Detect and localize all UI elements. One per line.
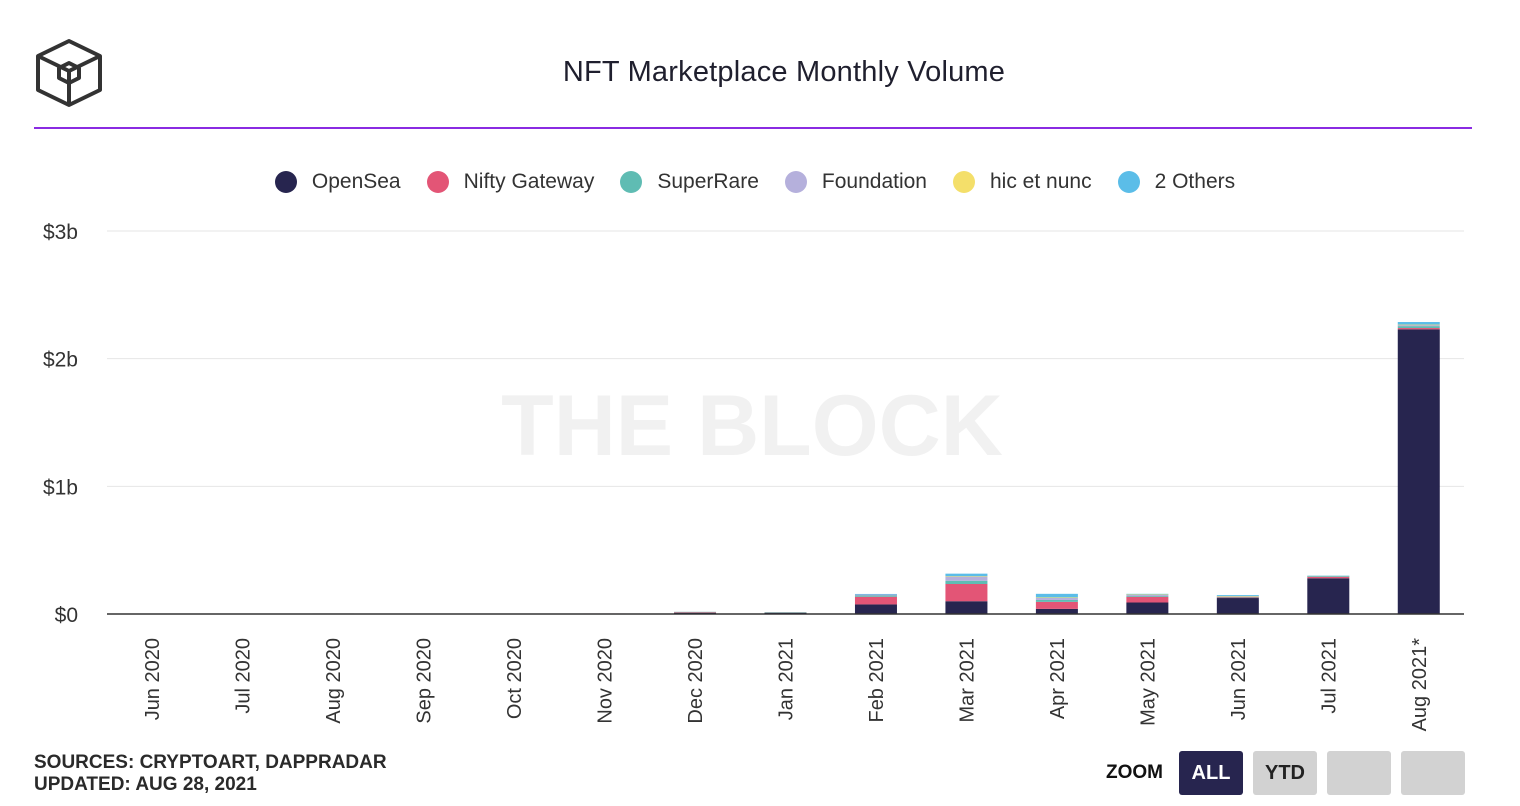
y-tick-label: $0 — [55, 604, 78, 627]
bar-segment — [1035, 597, 1078, 600]
bar-segment — [1216, 598, 1259, 614]
x-tick-label: Jun 2020 — [142, 638, 164, 720]
bar-segment — [854, 594, 897, 596]
x-tick-label: Aug 2020 — [323, 638, 345, 724]
bar-segment — [1307, 576, 1350, 579]
zoom-all-button[interactable]: ALL — [1179, 751, 1243, 795]
bar-segment — [1035, 608, 1078, 614]
chart-legend: OpenSea Nifty Gateway SuperRare Foundation h… — [0, 170, 1510, 194]
sources-text: SOURCES: CRYPTOART, DAPPRADAR — [34, 752, 387, 773]
legend-item[interactable]: Nifty Gateway — [426, 170, 595, 194]
y-tick-label: $2b — [43, 349, 78, 372]
legend-swatch — [426, 171, 449, 193]
bar-segment — [1216, 597, 1259, 599]
legend-label: Foundation — [821, 170, 927, 193]
legend-label: hic et nunc — [990, 170, 1092, 193]
header-divider — [34, 127, 1472, 129]
bar-segment — [1216, 595, 1259, 597]
bar-segment — [1216, 596, 1259, 597]
y-tick-label: $3b — [43, 221, 78, 244]
bar-segment — [945, 583, 988, 602]
x-tick-label: Oct 2020 — [504, 638, 526, 719]
legend-label: Nifty Gateway — [463, 170, 595, 193]
bar-segment — [1307, 578, 1350, 614]
x-tick-label: Aug 2021* — [1409, 638, 1431, 732]
zoom-button-3[interactable] — [1327, 751, 1391, 795]
bar-segment — [1126, 602, 1169, 614]
legend-swatch — [953, 171, 975, 193]
bar-segment — [1397, 324, 1440, 326]
legend-item[interactable]: 2 Others — [1117, 170, 1236, 194]
bar-segment — [1126, 596, 1169, 603]
x-tick-label: Mar 2021 — [956, 638, 978, 723]
legend-swatch — [274, 171, 297, 193]
bar-segment — [1126, 593, 1169, 595]
x-tick-label: May 2021 — [1137, 638, 1159, 726]
bar-segment — [1035, 599, 1078, 602]
legend-label: SuperRare — [657, 170, 759, 193]
x-tick-label: Sep 2020 — [414, 638, 436, 724]
bar-segment — [1126, 594, 1169, 595]
bar-segment — [1035, 593, 1078, 598]
bar-segment — [764, 612, 807, 613]
bar-segment — [1035, 601, 1078, 609]
legend-label: 2 Others — [1154, 170, 1236, 193]
x-tick-label: Apr 2021 — [1047, 638, 1069, 719]
bar-segment — [1397, 328, 1440, 330]
the-block-logo-icon — [36, 39, 102, 107]
bar-segment — [1126, 594, 1169, 596]
bar-segment — [854, 596, 897, 605]
x-tick-label: Feb 2021 — [866, 638, 888, 723]
legend-swatch — [784, 171, 807, 193]
x-tick-label: Jul 2020 — [233, 638, 255, 714]
bar-segment — [945, 573, 988, 577]
bar-segment — [854, 604, 897, 614]
zoom-button-4[interactable] — [1401, 751, 1465, 795]
zoom-label: ZOOM — [1106, 762, 1163, 783]
legend-item[interactable]: SuperRare — [620, 170, 759, 194]
legend-label: OpenSea — [311, 170, 401, 193]
bar-segment — [1397, 324, 1440, 327]
legend-item[interactable]: OpenSea — [274, 170, 401, 194]
bar-segment — [1216, 596, 1259, 598]
bar-segment — [854, 595, 897, 597]
x-tick-label: Dec 2020 — [685, 638, 707, 724]
bar-segment — [1397, 329, 1440, 614]
legend-swatch — [620, 171, 643, 193]
updated-text: UPDATED: AUG 28, 2021 — [34, 774, 257, 795]
bar-segment — [674, 611, 717, 613]
chart-title: NFT Marketplace Monthly Volume — [562, 56, 1006, 88]
bar-segment — [854, 593, 897, 595]
x-tick-label: Jul 2021 — [1318, 638, 1340, 714]
zoom-ytd-button[interactable]: YTD — [1253, 751, 1317, 795]
bar-segment — [1397, 326, 1440, 329]
legend-item[interactable]: Foundation — [784, 170, 927, 194]
bar-segment — [945, 576, 988, 577]
x-tick-label: Jan 2021 — [776, 638, 798, 720]
bar-segment — [945, 580, 988, 584]
bar-segment — [945, 601, 988, 614]
x-tick-label: Nov 2020 — [595, 638, 617, 724]
bar-segment — [674, 611, 717, 613]
bar-segment — [1397, 322, 1440, 325]
legend-swatch — [1117, 171, 1140, 193]
bar-segment — [1307, 575, 1350, 577]
bar-segment — [1307, 576, 1350, 577]
x-tick-label: Jun 2021 — [1228, 638, 1250, 720]
watermark-text: THE BLOCK — [501, 378, 1003, 474]
chart-footer: SOURCES: CRYPTOART, DAPPRADAR UPDATED: A… — [34, 752, 387, 796]
bar-segment — [1035, 597, 1078, 599]
bar-segment — [945, 576, 988, 581]
zoom-controls: ZOOM ALL YTD — [1106, 751, 1465, 795]
legend-item[interactable]: hic et nunc — [953, 170, 1092, 194]
y-tick-label: $1b — [43, 476, 78, 499]
bar-segment — [1126, 595, 1169, 597]
